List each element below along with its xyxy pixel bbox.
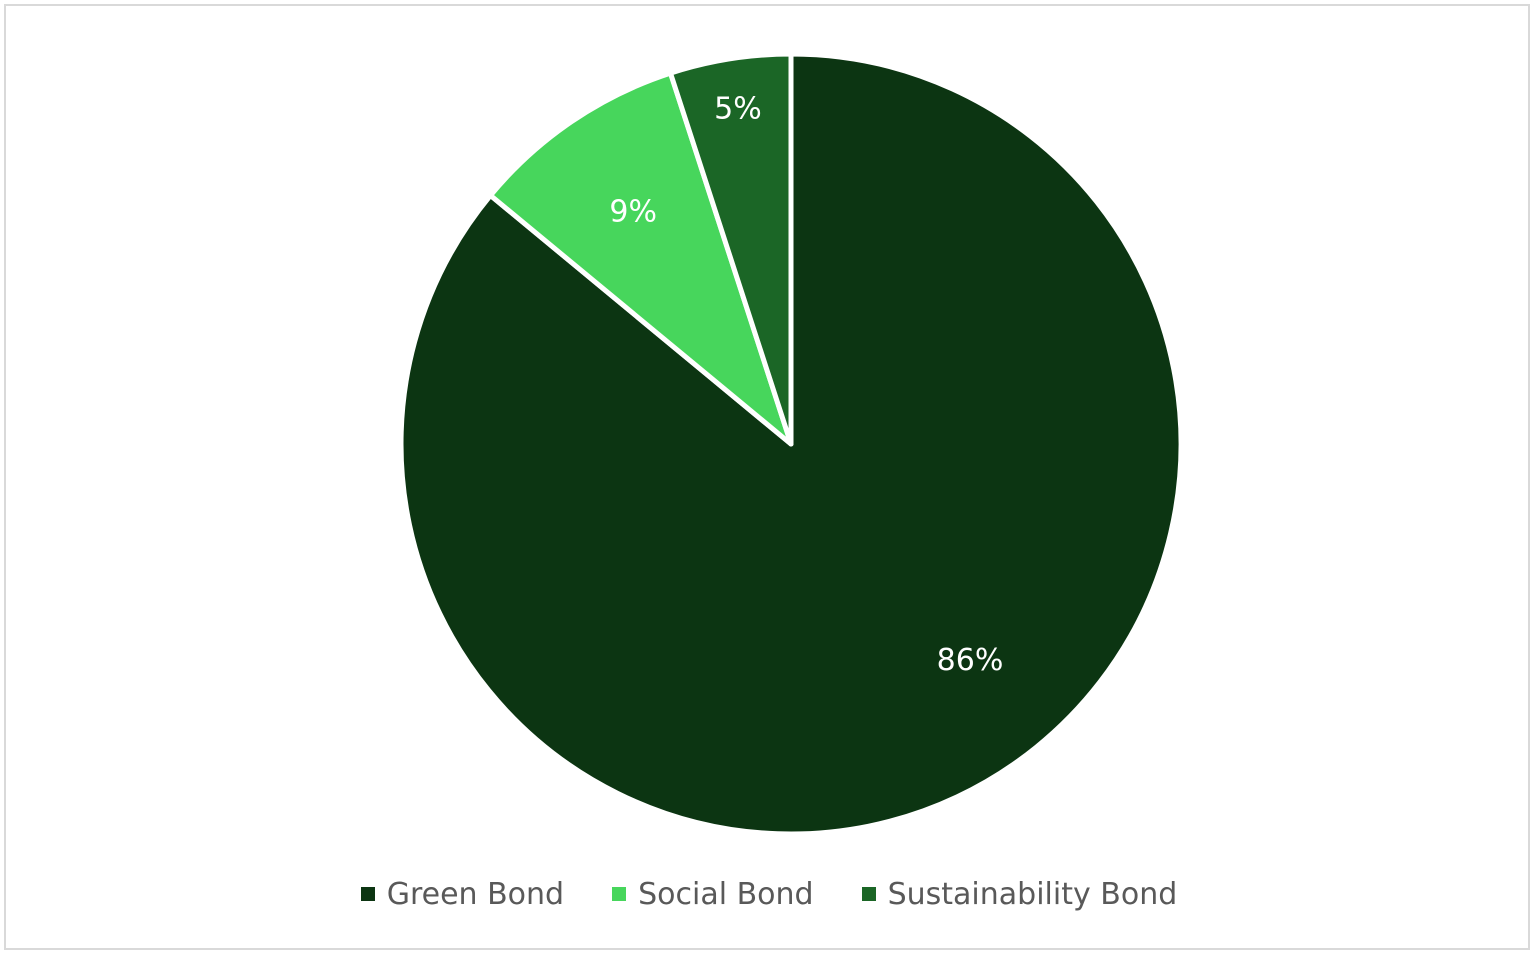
data-label-social-bond: 9%: [609, 194, 657, 229]
chart-legend: Green Bond Social Bond Sustainability Bo…: [6, 872, 1532, 916]
chart-area: 86% 9% 5% Green Bond Social Bond Sustainab…: [4, 4, 1530, 950]
data-label-green-bond: 86%: [937, 643, 1004, 678]
legend-item-social-bond[interactable]: Social Bond: [612, 876, 814, 912]
legend-label: Green Bond: [386, 876, 565, 912]
legend-swatch-sustainability-bond: [861, 887, 876, 901]
pie-slice-sustainability-bond[interactable]: [667, 51, 794, 447]
pie-chart: 86% 9% 5%: [398, 51, 1184, 837]
pie-slice-social-bond[interactable]: [488, 70, 794, 447]
legend-item-sustainability-bond[interactable]: Sustainability Bond: [861, 876, 1178, 912]
legend-label: Social Bond: [638, 876, 814, 912]
legend-swatch-social-bond: [612, 887, 627, 901]
legend-label: Sustainability Bond: [887, 876, 1178, 912]
legend-swatch-green-bond: [360, 887, 375, 901]
data-label-sustainability-bond: 5%: [714, 91, 762, 126]
legend-item-green-bond[interactable]: Green Bond: [360, 876, 565, 912]
